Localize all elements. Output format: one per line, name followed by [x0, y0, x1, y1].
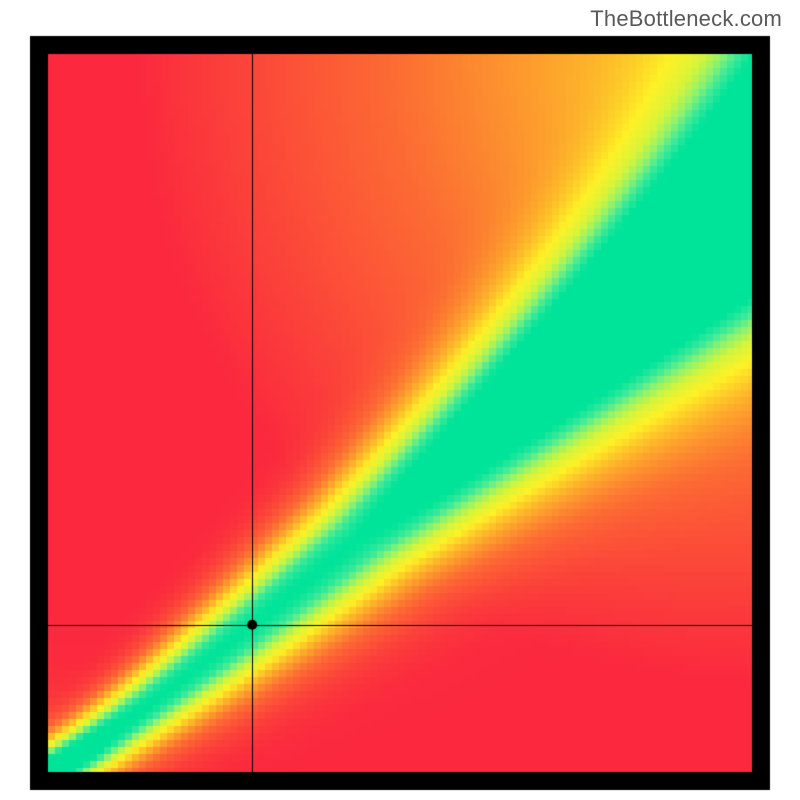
bottleneck-heatmap: [0, 0, 800, 800]
